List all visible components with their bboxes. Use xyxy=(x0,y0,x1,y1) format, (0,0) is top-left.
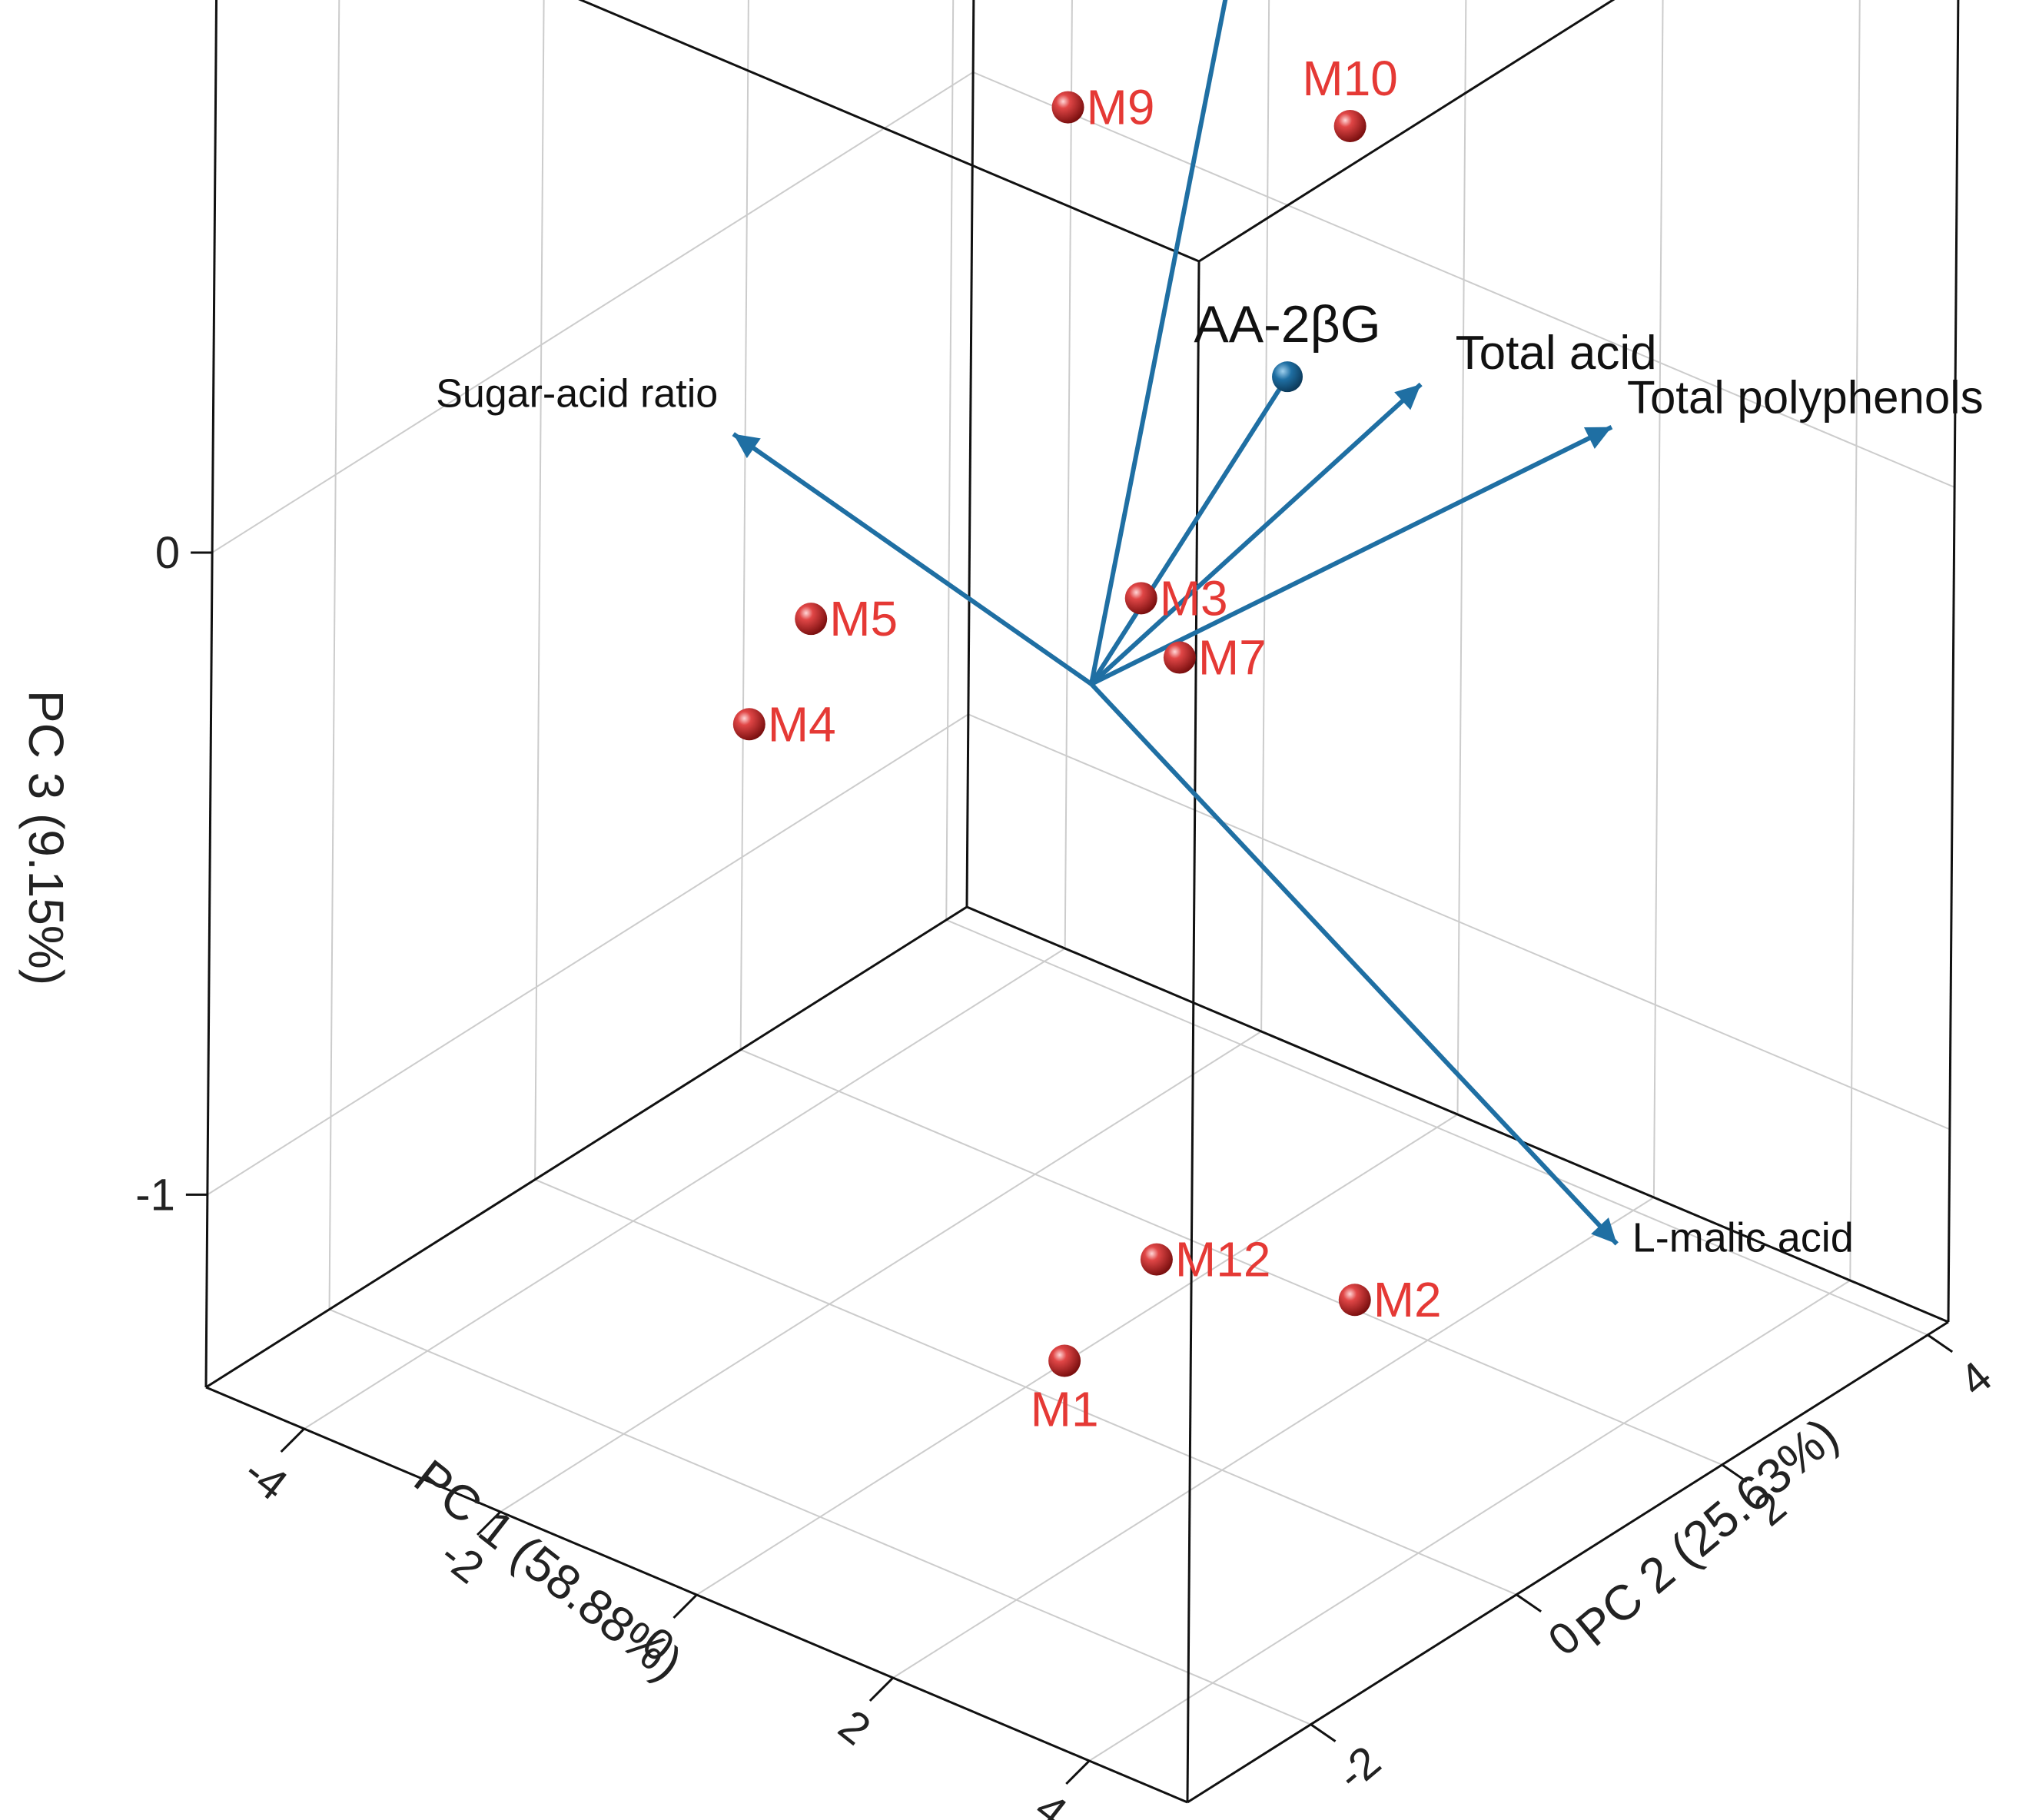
gridline-back-z xyxy=(968,713,1951,1131)
sample-points: M1M2M3M4M5M6M7M8M9M10M11M12 xyxy=(732,51,1442,1436)
gridline-floor-x xyxy=(892,1197,1655,1679)
x-tick-mark xyxy=(280,1427,305,1453)
loading-arrowhead xyxy=(1394,384,1421,410)
sample-point xyxy=(1333,110,1367,143)
gridline-side-y xyxy=(534,0,545,1180)
z-tick-label: -1 xyxy=(135,1170,175,1220)
loading-arrowhead xyxy=(1583,427,1612,450)
sample-label: M9 xyxy=(1087,80,1155,135)
sample-label: M1 xyxy=(1031,1381,1099,1436)
loading-endpoint xyxy=(1272,361,1303,393)
sample-label: M10 xyxy=(1302,51,1398,106)
gridline-floor-y xyxy=(534,1178,1517,1596)
sample-label: M5 xyxy=(829,591,898,646)
sample-point xyxy=(1338,1284,1371,1317)
gridline-floor-x xyxy=(500,1031,1262,1513)
gridline-side-z xyxy=(207,713,969,1196)
gridline-side-y xyxy=(739,0,749,1050)
y-tick-mark xyxy=(1310,1723,1337,1742)
x-tick-mark xyxy=(672,1593,698,1619)
sample-label: M7 xyxy=(1198,630,1267,686)
z-axis-title: PC 3 (9.15%) xyxy=(18,690,74,985)
sample-point xyxy=(1124,582,1157,615)
loading-label: AA-2βG xyxy=(1194,295,1380,354)
y-tick-mark xyxy=(1927,1333,1954,1353)
box-edge xyxy=(1186,261,1200,1803)
gridline-side-y xyxy=(945,0,955,920)
gridline-floor-x xyxy=(1088,1280,1851,1762)
loading-vector xyxy=(1089,682,1619,1246)
loading-vector xyxy=(732,432,1093,686)
x-tick-mark xyxy=(868,1676,894,1702)
loading-vector xyxy=(1089,382,1423,686)
box-edge xyxy=(578,0,1200,263)
loading-vector xyxy=(1090,424,1613,686)
gridline-side-z xyxy=(211,71,974,553)
sample-point xyxy=(1163,641,1196,674)
gridline-floor-x xyxy=(304,948,1066,1430)
box-edge xyxy=(966,905,1949,1323)
box-edge xyxy=(205,905,968,1389)
loading-label: Sugar-acid ratio xyxy=(436,372,718,417)
box-edge xyxy=(965,0,975,908)
x-tick-label: 2 xyxy=(829,1700,879,1755)
sample-point xyxy=(732,708,765,741)
gridline-back-x xyxy=(1260,0,1270,1032)
gridline-back-z xyxy=(972,71,1955,488)
gridline-back-x xyxy=(1064,0,1073,949)
y-tick-label: -2 xyxy=(1327,1736,1390,1800)
loading-arrowhead xyxy=(1591,1217,1617,1244)
gridline-side-y xyxy=(328,0,340,1310)
box-edge xyxy=(204,0,218,1388)
sample-label: M3 xyxy=(1160,570,1228,626)
box-edge xyxy=(1198,0,1616,263)
x-tick-label: 4 xyxy=(1026,1783,1076,1820)
box-edge xyxy=(1187,1320,1949,1804)
gridline-back-x xyxy=(1849,0,1861,1281)
y-axis-title: PC 2 (25.63%) xyxy=(1566,1407,1848,1657)
sample-label: M4 xyxy=(768,696,836,752)
sample-label: M12 xyxy=(1175,1232,1271,1287)
box-edge xyxy=(1947,0,1960,1323)
y-tick-mark xyxy=(1516,1593,1542,1612)
loading-vectors: Total polysaccharideSugar-acid ratioAA-2… xyxy=(436,0,1984,1260)
loading-arrowhead xyxy=(733,433,761,459)
gridline-floor-y xyxy=(329,1308,1311,1725)
sample-point xyxy=(1048,1344,1081,1377)
loading-label: Total polyphenols xyxy=(1627,372,1984,423)
sample-label: M2 xyxy=(1373,1272,1442,1327)
sample-point xyxy=(1051,91,1084,124)
x-tick-mark xyxy=(477,1510,502,1536)
sample-point xyxy=(795,603,828,636)
z-tick-label: 0 xyxy=(155,528,180,578)
sample-point xyxy=(1140,1243,1173,1276)
gridline-floor-y xyxy=(740,1048,1723,1466)
gridline-back-x xyxy=(1652,0,1664,1198)
y-tick-mark xyxy=(1721,1463,1748,1483)
loading-label: Total acid xyxy=(1456,327,1657,380)
loading-vector xyxy=(1089,0,1228,685)
x-tick-label: -4 xyxy=(234,1446,297,1510)
gridline-floor-y xyxy=(945,918,1928,1336)
x-tick-mark xyxy=(1065,1759,1091,1785)
grid-lines xyxy=(207,0,1955,1762)
loading-label: L-malic acid xyxy=(1632,1214,1854,1260)
loading-vector xyxy=(1089,375,1290,686)
gridline-back-x xyxy=(1456,0,1467,1115)
y-tick-label: 4 xyxy=(1950,1352,2001,1407)
